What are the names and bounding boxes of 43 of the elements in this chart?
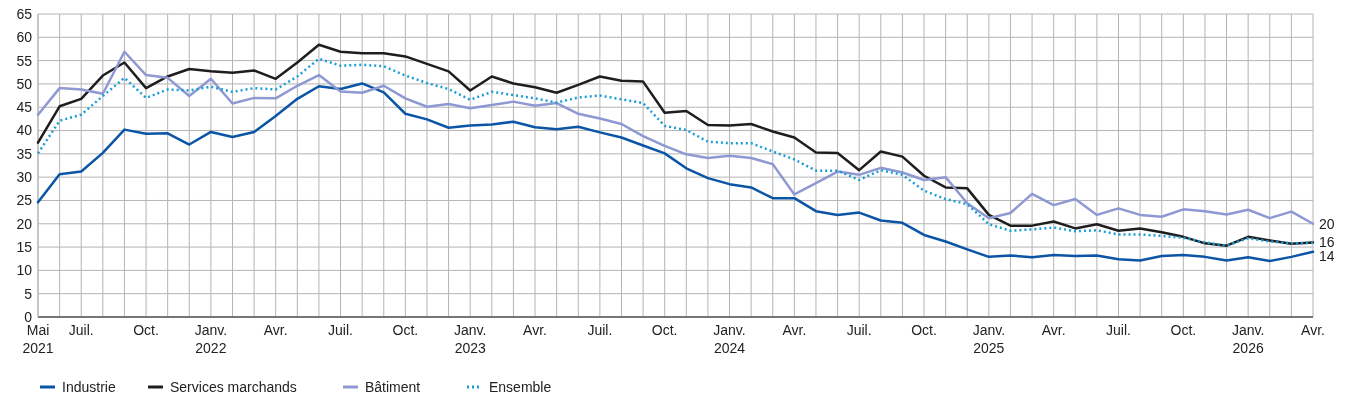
x-tick-label: Juil. (846, 322, 872, 338)
x-tick-label: Janv. 2024 (713, 322, 746, 356)
y-tick-label: 20 (16, 215, 33, 232)
x-tick-label: Oct. (133, 322, 159, 338)
y-tick-label: 10 (16, 262, 33, 279)
x-tick-label: Janv. 2026 (1231, 322, 1265, 356)
legend-label: Industrie (62, 378, 116, 395)
y-tick-label: 60 (16, 29, 33, 46)
y-tick-label: 15 (16, 238, 33, 255)
y-tick-label: 50 (16, 75, 33, 92)
x-tick-label: Mai 2021 (22, 322, 54, 356)
x-tick-label: Juil. (1106, 322, 1131, 338)
x-tick-label: Oct. (392, 322, 419, 338)
x-tick-label: Avr. (523, 322, 547, 338)
x-tick-label: Juil. (587, 322, 613, 338)
x-tick-label: Juil. (68, 322, 94, 338)
x-tick-label: Avr. (263, 322, 288, 338)
x-tick-label: Juil. (328, 322, 353, 338)
x-tick-label: Oct. (1170, 322, 1197, 338)
y-tick-label: 55 (16, 52, 33, 69)
x-tick-label: Janv. 2022 (194, 322, 228, 356)
x-tick-label: Janv. 2025 (972, 322, 1006, 356)
y-tick-label: 5 (24, 285, 33, 302)
legend-label: Bâtiment (365, 378, 421, 395)
x-tick-label: Avr. (1041, 322, 1066, 338)
data-label: 20 (1319, 215, 1335, 232)
y-tick-label: 45 (16, 99, 33, 116)
y-tick-label: 35 (16, 145, 33, 162)
y-tick-label: 0 (24, 308, 33, 325)
legend-label: Ensemble (489, 378, 552, 395)
data-label: 14 (1319, 248, 1335, 265)
line-series (36, 82, 1315, 263)
data-label: 16 (1319, 234, 1335, 251)
y-tick-label: 65 (16, 5, 33, 22)
x-tick-label: Oct. (911, 322, 937, 338)
y-tick-label: 30 (16, 169, 33, 186)
y-tick-label: 40 (16, 122, 33, 139)
x-tick-label: Avr. (1301, 322, 1325, 338)
y-tick-label: 25 (16, 192, 33, 209)
x-tick-label: Avr. (782, 322, 807, 338)
x-tick-label: Oct. (651, 322, 678, 338)
legend-label: Services marchands (170, 378, 297, 395)
x-tick-label: Janv. 2023 (453, 322, 487, 356)
